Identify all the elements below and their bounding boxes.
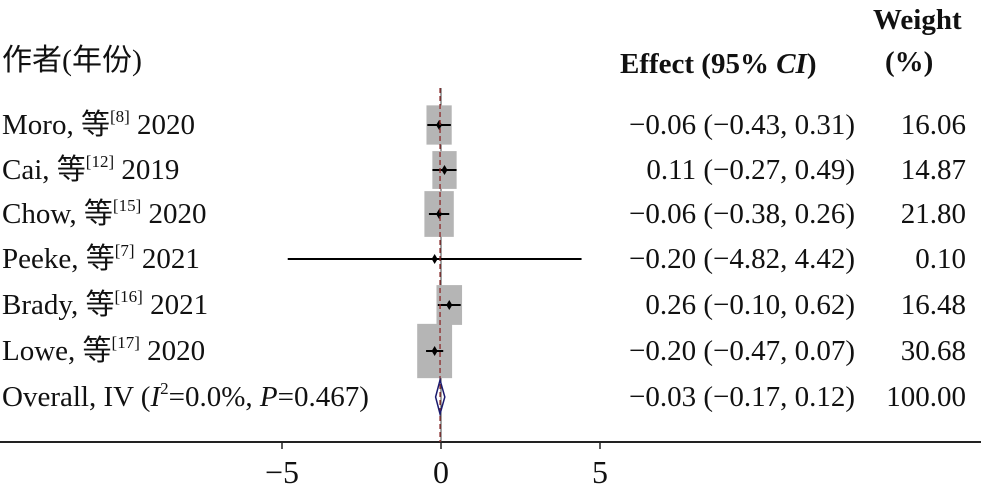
overall-label-part: =0.467) [277, 381, 369, 413]
weight-label: 21.80 [900, 198, 966, 230]
overall-diamond [434, 377, 446, 417]
effect-label: 0.26 (−0.10, 0.62) [645, 289, 855, 321]
study-name: Moro, 等 [2, 109, 110, 141]
effect-label: −0.20 (−4.82, 4.42) [628, 243, 855, 275]
overall-label-part: 2 [160, 379, 169, 398]
study-year: 2021 [142, 289, 209, 321]
point-estimate [431, 254, 438, 264]
study-ref: [8] [109, 107, 130, 126]
study-label: Moro, 等[8] 2020 [2, 108, 196, 141]
effect-label: 0.11 (−0.27, 0.49) [646, 154, 855, 186]
overall-label-part: Overall, IV ( [2, 381, 151, 413]
study-name: Cai, 等 [2, 154, 86, 186]
study-year: 2021 [134, 243, 200, 275]
point-estimate [446, 300, 453, 310]
study-ref: [7] [114, 241, 135, 260]
study-name: Brady, 等 [2, 289, 115, 321]
study-year: 2020 [139, 335, 206, 367]
study-ref: [15] [112, 196, 142, 215]
header-effect: Effect (95% CI) [620, 50, 817, 79]
overall-label-part: I [150, 381, 161, 413]
header-weight: Weight [873, 4, 962, 36]
study-label: Lowe, 等[17] 2020 [2, 334, 206, 367]
study-year: 2020 [141, 198, 207, 230]
overall-label-part: P [259, 381, 278, 413]
overall-effect-label: −0.03 (−0.17, 0.12) [628, 381, 855, 413]
overall-label: Overall, IV (I2=0.0%, P=0.467) [2, 380, 369, 413]
study-ref: [12] [85, 152, 115, 171]
header-ci: CI [776, 48, 807, 80]
study-label: Cai, 等[12] 2019 [2, 153, 180, 186]
effect-label: −0.20 (−0.47, 0.07) [628, 335, 855, 367]
study-label: Peeke, 等[7] 2021 [2, 242, 200, 275]
weight-label: 16.06 [900, 109, 966, 141]
weight-label: 30.68 [900, 335, 966, 367]
study-year: 2020 [129, 109, 196, 141]
weight-label: 0.10 [915, 243, 966, 275]
header-author: 作者(年份) [2, 44, 142, 77]
weight-label: 14.87 [900, 154, 966, 186]
study-label: Chow, 等[15] 2020 [2, 197, 207, 230]
study-name: Lowe, 等 [2, 335, 112, 367]
effect-label: −0.06 (−0.43, 0.31) [628, 109, 855, 141]
x-tick-label: 0 [433, 454, 449, 490]
study-label: Brady, 等[16] 2021 [2, 288, 209, 321]
overall-label-part: =0.0%, [168, 381, 260, 413]
x-tick-label: −5 [264, 454, 300, 490]
effect-label: −0.06 (−0.38, 0.26) [628, 198, 855, 230]
study-year: 2019 [114, 154, 180, 186]
point-estimate [431, 346, 438, 356]
overall-weight-label: 100.00 [886, 381, 966, 413]
study-ref: [17] [111, 333, 140, 352]
study-name: Chow, 等 [2, 198, 113, 230]
x-tick-label: 5 [592, 454, 608, 490]
point-estimate [441, 165, 448, 175]
header-weight-unit: (%) [885, 46, 934, 78]
header-effect-text: Effect (95% [620, 48, 777, 80]
study-ref: [16] [114, 287, 143, 306]
weight-label: 16.48 [900, 289, 966, 321]
header-effect-close: ) [806, 48, 817, 80]
study-name: Peeke, 等 [2, 243, 115, 275]
